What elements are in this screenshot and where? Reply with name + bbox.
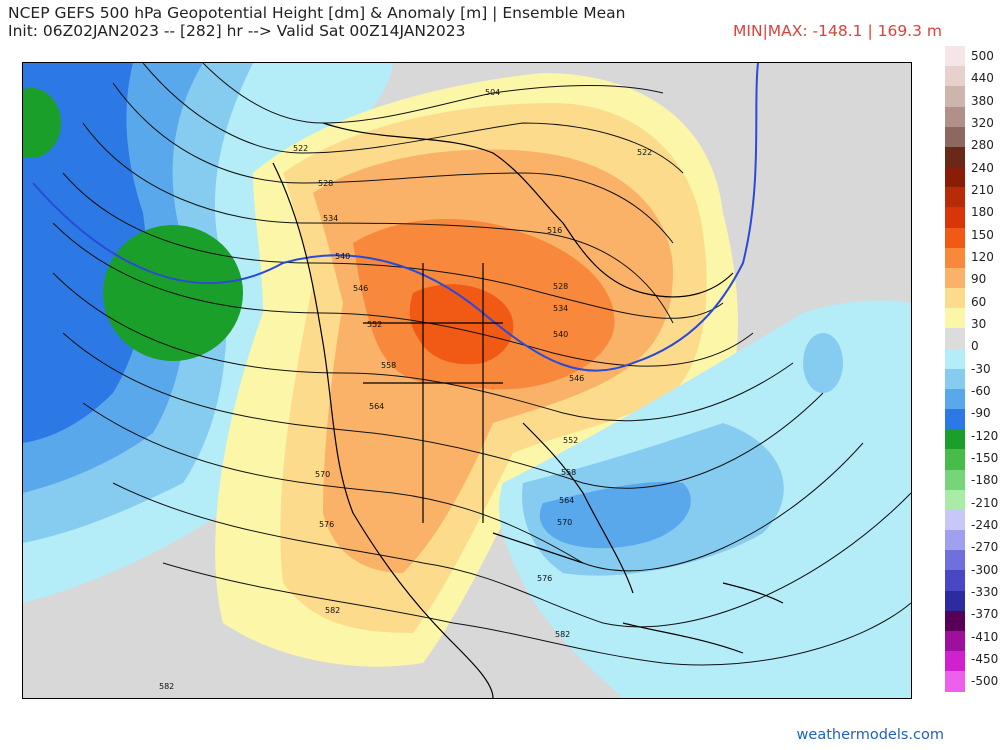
contour-label: 522 (293, 144, 308, 153)
colorbar-swatch (945, 106, 965, 128)
colorbar-label: -210 (971, 495, 999, 510)
highlight-540-contour (32, 63, 759, 372)
colorbar-label: -500 (971, 674, 999, 689)
colorbar-swatch (945, 489, 965, 511)
contour-label: 558 (381, 361, 396, 370)
colorbar-swatch (945, 509, 965, 532)
colorbar-label: 210 (971, 183, 994, 198)
colorbar-swatch (945, 570, 965, 592)
coastlines (272, 122, 784, 698)
height-contours (52, 63, 911, 666)
colorbar-swatch (945, 630, 965, 653)
colorbar-swatch (945, 651, 965, 673)
colorbar-swatch (945, 187, 965, 209)
contour-label: 570 (557, 518, 572, 527)
contour-label: 540 (553, 330, 568, 339)
colorbar-swatch (945, 207, 965, 229)
colorbar-swatch (945, 469, 965, 491)
map-title: NCEP GEFS 500 hPa Geopotential Height [d… (8, 4, 626, 22)
contour-label: 546 (353, 284, 368, 293)
colorbar-label: -90 (971, 406, 991, 421)
colorbar-swatch (945, 348, 965, 370)
contour-label: 540 (335, 252, 350, 261)
colorbar-label: 0 (971, 339, 979, 354)
colorbar-label: -300 (971, 562, 999, 577)
colorbar-swatch (945, 227, 965, 249)
contour-label: 582 (325, 606, 340, 615)
colorbar-swatch (945, 449, 965, 471)
contour-label: 522 (637, 148, 652, 157)
colorbar-swatch (945, 247, 965, 269)
colorbar-swatch (945, 167, 965, 189)
contour-label: 516 (547, 226, 562, 235)
colorbar-label: 90 (971, 272, 987, 287)
contour-label: 552 (563, 436, 578, 445)
contour-label: 582 (555, 630, 570, 639)
map-panel: 522 528 534 540 546 552 558 564 570 576 … (22, 62, 912, 699)
contour-label: 546 (569, 374, 584, 383)
colorbar-label: 150 (971, 227, 994, 242)
contour-label: 558 (561, 468, 576, 477)
contour-label: 534 (553, 304, 568, 313)
colorbar-swatch (945, 530, 965, 552)
colorbar-label: 120 (971, 250, 994, 265)
contour-label: 552 (367, 320, 382, 329)
colorbar-label: -370 (971, 607, 999, 622)
map-canvas: 522 528 534 540 546 552 558 564 570 576 … (23, 63, 911, 698)
contour-label: 576 (537, 574, 552, 583)
contour-label: 534 (323, 214, 338, 223)
colorbar-swatch (945, 267, 965, 290)
colorbar-swatch (945, 328, 965, 350)
colorbar-label: 30 (971, 317, 987, 332)
site-credit[interactable]: weathermodels.com (796, 727, 944, 743)
colorbar-swatch (945, 409, 965, 431)
colorbar-swatch (945, 388, 965, 411)
colorbar-swatch (945, 146, 965, 168)
colorbar-label: 240 (971, 160, 994, 175)
colorbar-swatch (945, 288, 965, 310)
colorbar-label: 440 (971, 71, 994, 86)
anomaly-shading (23, 63, 911, 698)
colorbar-swatch (945, 590, 965, 612)
contour-label: 564 (369, 402, 384, 411)
colorbar-swatch (945, 610, 965, 632)
colorbar-swatch (945, 671, 965, 693)
colorbar-label: 280 (971, 138, 994, 153)
colorbar-label: -330 (971, 585, 999, 600)
colorbar-swatch (945, 368, 965, 390)
colorbar-swatch (945, 429, 965, 451)
contour-label: 576 (319, 520, 334, 529)
contour-label: 528 (318, 179, 333, 188)
contour-label: 564 (559, 496, 574, 505)
colorbar-label: 180 (971, 205, 994, 220)
colorbar-swatch (945, 66, 965, 88)
contour-label: 528 (553, 282, 568, 291)
colorbar-label: -120 (971, 428, 999, 443)
colorbar-label: -150 (971, 451, 999, 466)
colorbar-label: -60 (971, 384, 991, 399)
colorbar-swatch (945, 550, 965, 572)
colorbar-label: 60 (971, 294, 987, 309)
colorbar-label: 500 (971, 49, 994, 63)
contour-label: 582 (159, 682, 174, 691)
map-subtitle: Init: 06Z02JAN2023 -- [282] hr --> Valid… (8, 22, 466, 40)
contour-label: 570 (315, 470, 330, 479)
colorbar-label: -180 (971, 473, 999, 488)
colorbar-label: 320 (971, 116, 994, 130)
contour-labels: 522 528 534 540 546 552 558 564 570 576 … (159, 88, 652, 691)
colorbar-swatch (945, 308, 965, 330)
contour-label: 504 (485, 88, 500, 97)
colorbar-label: -30 (971, 361, 991, 376)
colorbar-label: -450 (971, 652, 999, 667)
colorbar-label: -270 (971, 540, 999, 555)
colorbar-swatch (945, 86, 965, 108)
colorbar-swatch (945, 46, 965, 68)
min-max-readout: MIN|MAX: -148.1 | 169.3 m (733, 22, 942, 40)
colorbar-swatch (945, 126, 965, 148)
colorbar-label: -410 (971, 629, 999, 644)
colorbar-label: -240 (971, 518, 999, 533)
colorbar-label: 380 (971, 93, 994, 108)
